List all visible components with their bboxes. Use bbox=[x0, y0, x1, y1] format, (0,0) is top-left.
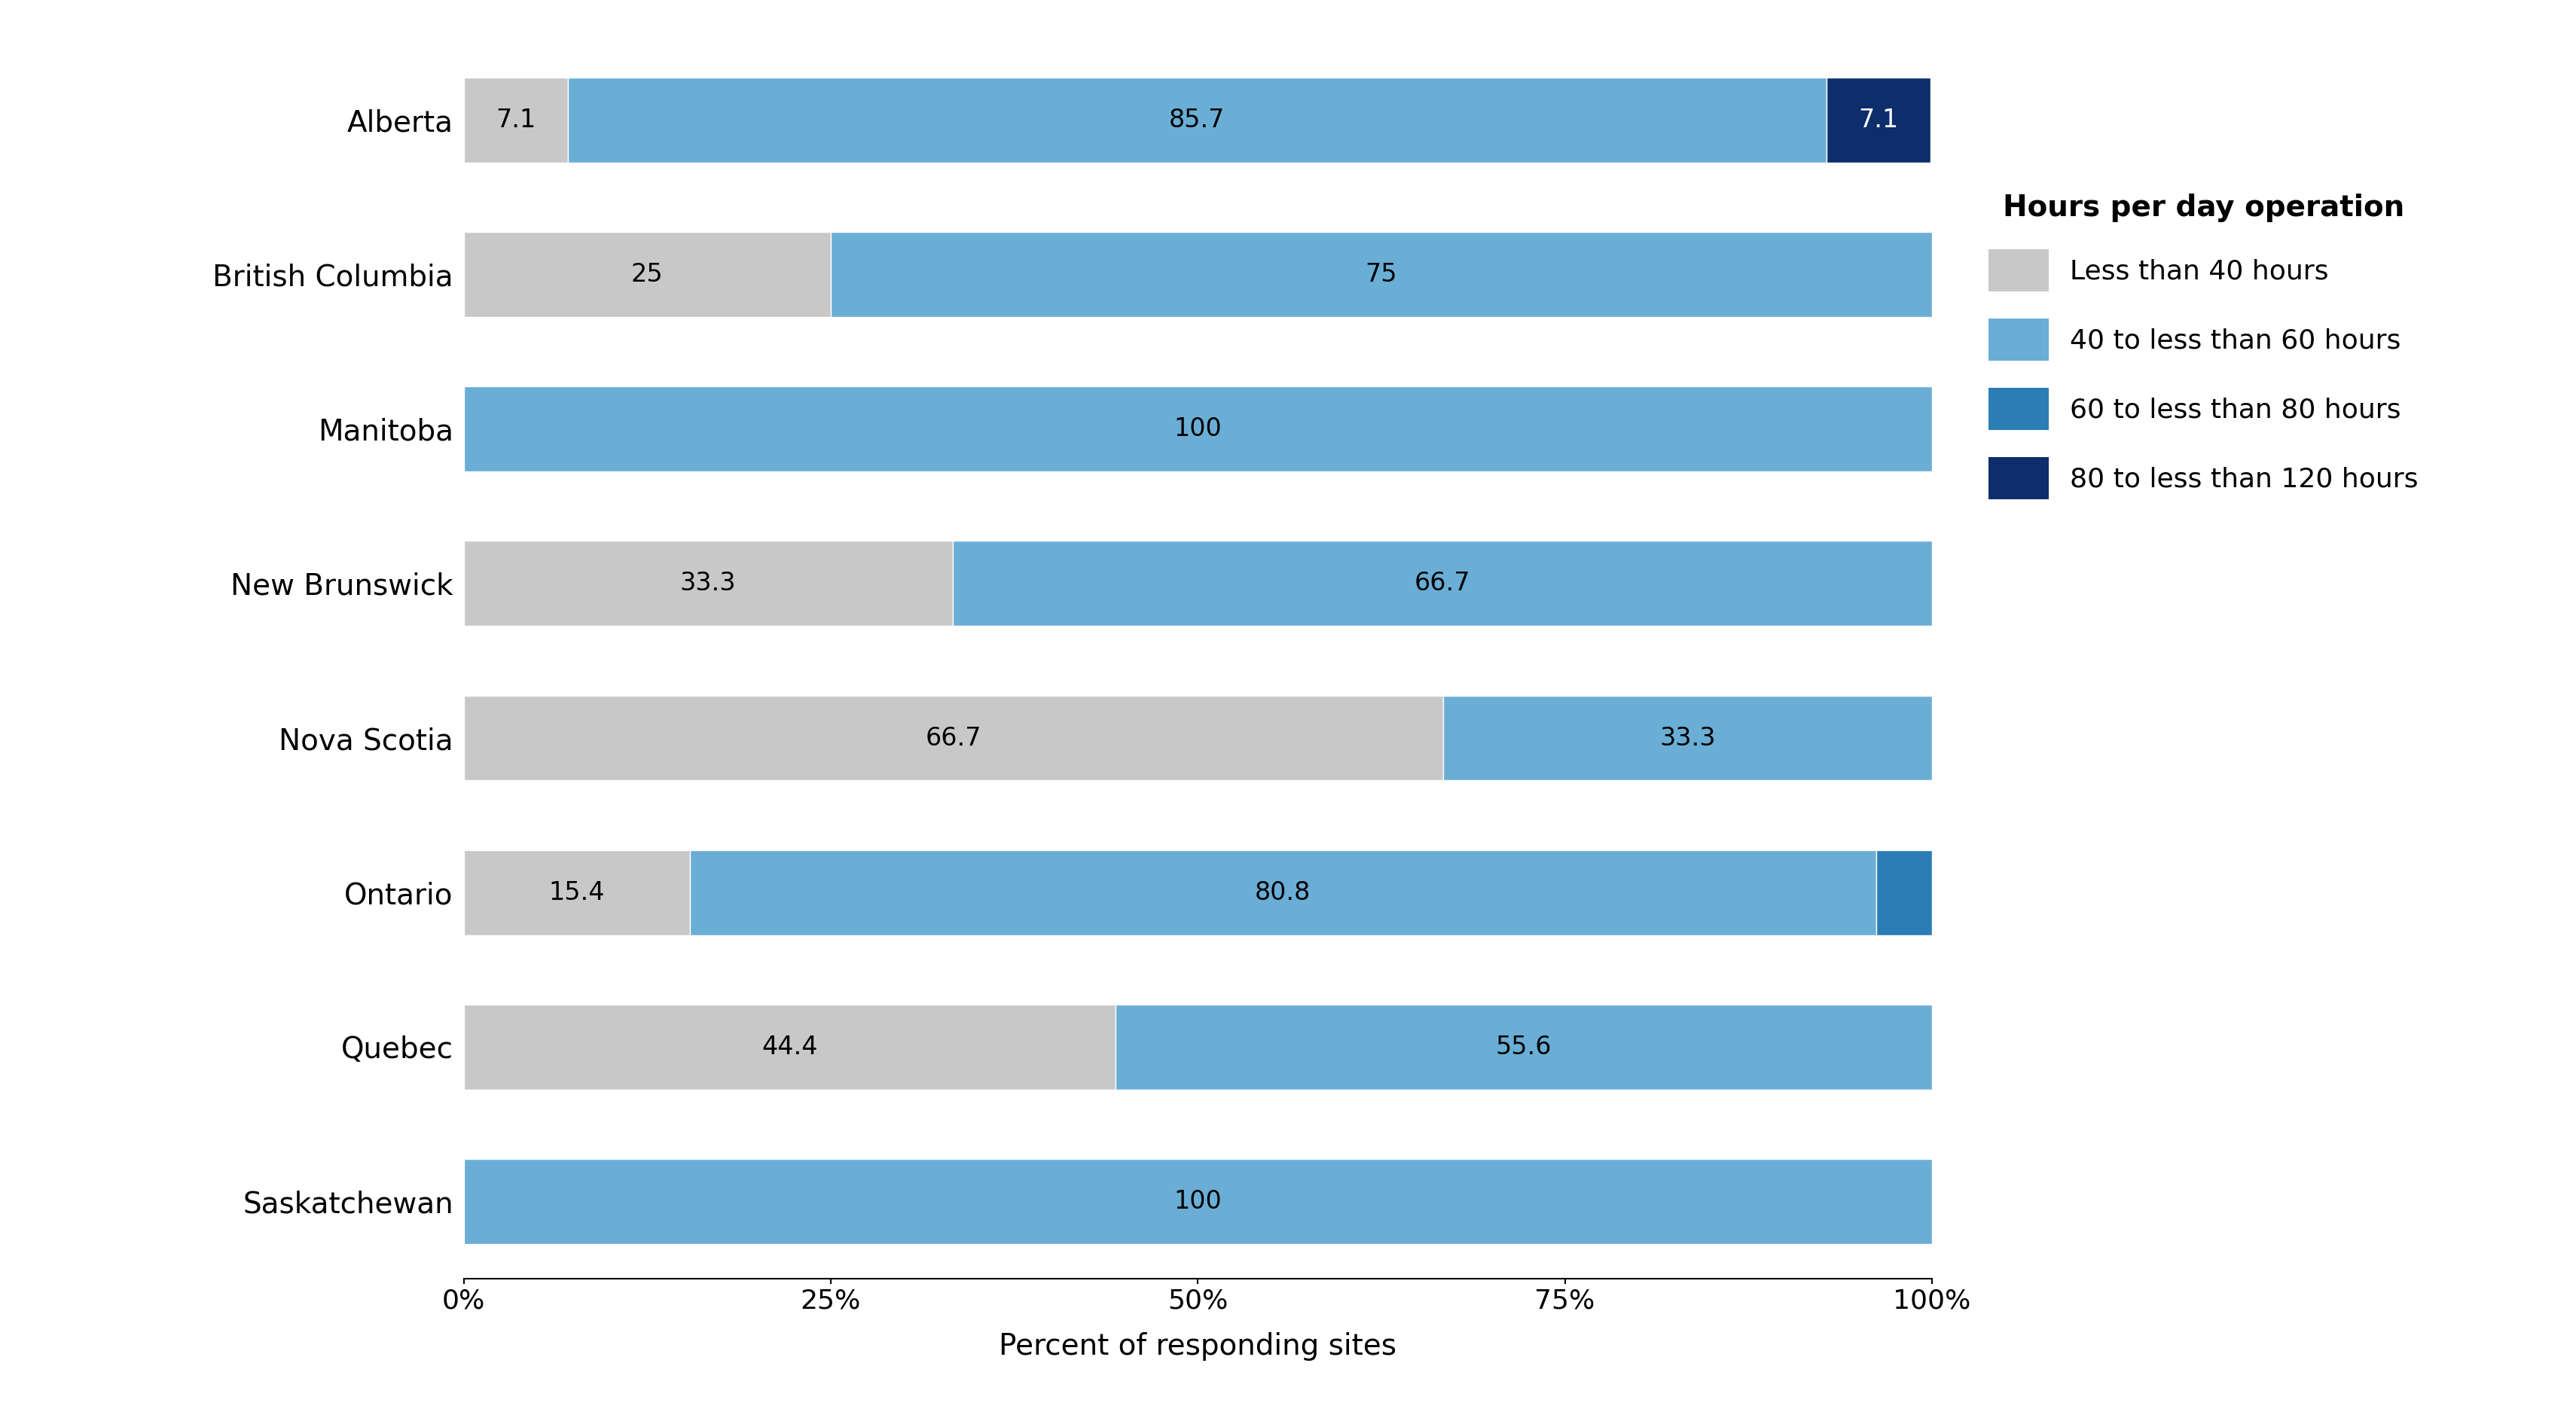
Bar bbox=[464, 850, 690, 935]
Text: 66.7: 66.7 bbox=[925, 726, 981, 750]
Bar bbox=[464, 232, 829, 317]
Text: 85.7: 85.7 bbox=[1170, 108, 1226, 132]
Text: 44.4: 44.4 bbox=[762, 1034, 817, 1060]
Bar bbox=[464, 77, 567, 162]
Text: 15.4: 15.4 bbox=[549, 880, 605, 905]
Text: 7.1: 7.1 bbox=[1857, 108, 1899, 132]
Bar bbox=[567, 77, 1826, 162]
Bar bbox=[464, 695, 1443, 780]
Text: 55.6: 55.6 bbox=[1497, 1034, 1551, 1060]
Text: 33.3: 33.3 bbox=[680, 571, 737, 595]
Text: 66.7: 66.7 bbox=[1414, 571, 1471, 595]
Bar bbox=[1115, 1005, 1932, 1090]
Bar bbox=[1875, 850, 1932, 935]
X-axis label: Percent of responding sites: Percent of responding sites bbox=[999, 1333, 1396, 1361]
Text: 75: 75 bbox=[1365, 261, 1396, 287]
Text: 100: 100 bbox=[1175, 416, 1221, 442]
Legend: Less than 40 hours, 40 to less than 60 hours, 60 to less than 80 hours, 80 to le: Less than 40 hours, 40 to less than 60 h… bbox=[1976, 180, 2432, 513]
Bar bbox=[829, 232, 1932, 317]
Text: 100: 100 bbox=[1175, 1189, 1221, 1214]
Bar bbox=[464, 1160, 1932, 1245]
Bar bbox=[464, 1005, 1115, 1090]
Text: 33.3: 33.3 bbox=[1659, 726, 1716, 750]
Text: 7.1: 7.1 bbox=[495, 108, 536, 132]
Bar bbox=[1826, 77, 1929, 162]
Text: 25: 25 bbox=[631, 261, 662, 287]
Text: 80.8: 80.8 bbox=[1255, 880, 1311, 905]
Bar bbox=[690, 850, 1875, 935]
Bar bbox=[953, 541, 1932, 627]
Bar bbox=[464, 387, 1932, 472]
Bar bbox=[1443, 695, 1932, 780]
Bar bbox=[464, 541, 953, 627]
